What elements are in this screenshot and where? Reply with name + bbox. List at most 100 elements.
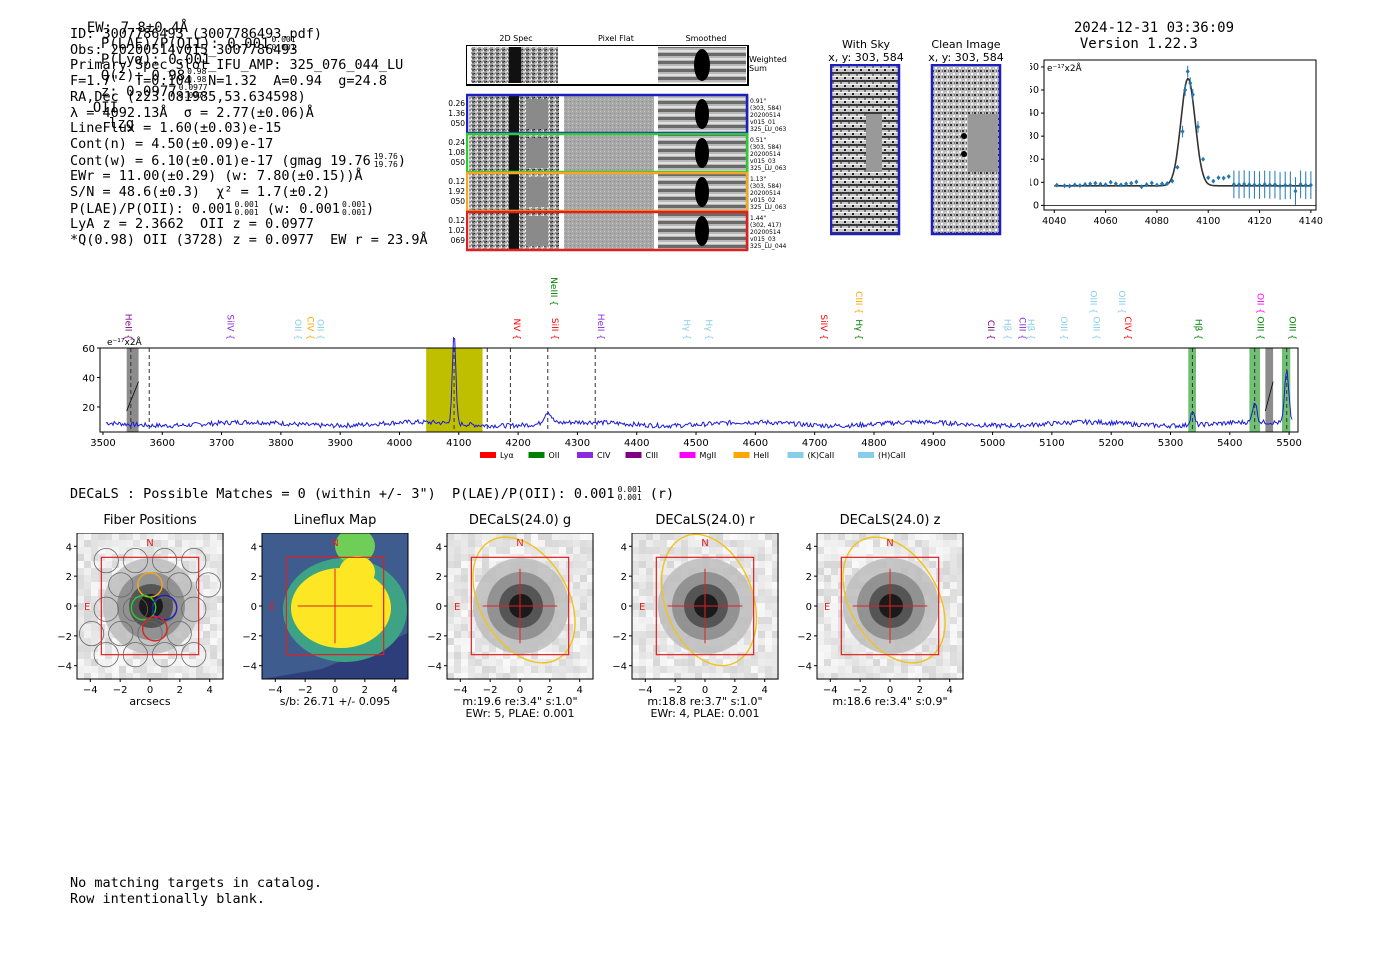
decals-panel-4-pixel bbox=[845, 666, 852, 673]
decals-panel-4-pixel bbox=[943, 610, 950, 617]
fiber-circle-18 bbox=[79, 621, 105, 647]
decals-panel-3-pixel bbox=[646, 582, 653, 589]
decals-panel-3-pixel bbox=[772, 652, 779, 659]
decals-panel-2-pixel bbox=[559, 645, 566, 652]
decals-panel-4-pixel bbox=[845, 561, 852, 568]
decals-panel-2-pixel bbox=[531, 673, 538, 680]
cutout-row-1-meta-0: 0.51" bbox=[750, 137, 767, 144]
decals-panel-2-pixel bbox=[580, 582, 587, 589]
decals-panel-2-pixel bbox=[482, 568, 489, 575]
decals-panel-4-pixel bbox=[887, 666, 894, 673]
decals-panel-4-ytick-label-2: 0 bbox=[806, 602, 812, 613]
zoom-point-51 bbox=[1308, 182, 1313, 188]
zoom-point-27 bbox=[1188, 80, 1193, 86]
decals-panel-0-pixel bbox=[91, 673, 98, 680]
decals-panel-2-pixel bbox=[475, 561, 482, 568]
decals-panel-3-pixel bbox=[758, 645, 765, 652]
decals-panel-0-pixel bbox=[84, 624, 91, 631]
decals-panel-0-ytick-label-2: 0 bbox=[66, 602, 72, 613]
decals-panel-2-pixel bbox=[454, 659, 461, 666]
zoom-ytick-label-5: 50 bbox=[1030, 85, 1039, 96]
decals-panel-4-pixel bbox=[852, 568, 859, 575]
decals-panel-4-pixel bbox=[817, 561, 824, 568]
decals-panel-2-pixel bbox=[531, 652, 538, 659]
decals-panel-2-pixel bbox=[461, 596, 468, 603]
spectrum-xtick-label-5: 4000 bbox=[387, 438, 412, 449]
decals-panel-4-pixel bbox=[880, 533, 887, 540]
decals-panel-0-pixel bbox=[217, 561, 224, 568]
decals-panel-4-ytick-label-1: −2 bbox=[797, 632, 812, 643]
decals-panel-3-pixel bbox=[751, 533, 758, 540]
decals-panel-4-pixel bbox=[915, 652, 922, 659]
fiber-circle-3 bbox=[93, 596, 119, 622]
zoom-point-47 bbox=[1288, 182, 1293, 188]
decals-panel-0-pixel bbox=[77, 533, 84, 540]
decals-panel-2-caption: m:19.6 re:3.4" s:1.0" EWr: 5, PLAE: 0.001 bbox=[417, 696, 623, 720]
decals-panel-3-pixel bbox=[716, 547, 723, 554]
decals-panel-2-pixel bbox=[447, 631, 454, 638]
version: Version 1.22.3 bbox=[1079, 36, 1198, 52]
decals-panel-3-pixel bbox=[639, 547, 646, 554]
decals-panel-0-pixel bbox=[210, 645, 217, 652]
zoom-point-0 bbox=[1054, 182, 1059, 188]
decals-panel-3-pixel bbox=[730, 561, 737, 568]
decals-panel-3-pixel bbox=[765, 652, 772, 659]
decals-panel-0-pixel bbox=[196, 617, 203, 624]
decals-panel-4-pixel bbox=[929, 673, 936, 680]
decals-panel-3-pixel bbox=[639, 582, 646, 589]
decals-panel-2-pixel bbox=[510, 659, 517, 666]
decals-panel-2-pixel bbox=[573, 645, 580, 652]
decals-panel-3-pixel bbox=[667, 638, 674, 645]
decals-panel-3-pixel bbox=[758, 603, 765, 610]
decals-panel-3-pixel bbox=[674, 540, 681, 547]
decals-panel-0-pixel bbox=[77, 673, 84, 680]
decals-panel-3-pixel bbox=[744, 645, 751, 652]
decals-panel-0-pixel bbox=[147, 547, 154, 554]
decals-panel-3-pixel bbox=[667, 547, 674, 554]
decals-panel-0-pixel bbox=[210, 589, 217, 596]
decals-panel-2-pixel bbox=[552, 568, 559, 575]
decals-panel-3-pixel bbox=[632, 582, 639, 589]
decals-panel-3-pixel bbox=[660, 533, 667, 540]
decals-panel-3-pixel bbox=[716, 659, 723, 666]
cutout-row-0-stats: 0.26 1.36 050 bbox=[445, 99, 465, 129]
decals-panel-4-pixel bbox=[831, 568, 838, 575]
decals-panel-3-pixel bbox=[737, 533, 744, 540]
decals-panel-0-pixel bbox=[161, 533, 168, 540]
decals-panel-3-aperture bbox=[660, 533, 758, 667]
decals-panel-3-pixel bbox=[632, 603, 639, 610]
decals-panel-2-pixel bbox=[468, 659, 475, 666]
decals-panel-2-pixel bbox=[587, 610, 594, 617]
decals-panel-4-pixel bbox=[859, 659, 866, 666]
decals-panel-2-pixel bbox=[454, 547, 461, 554]
decals-panel-4-pixel bbox=[943, 589, 950, 596]
decals-panel-4-north: N bbox=[886, 538, 893, 549]
decals-panel-4-pixel bbox=[922, 666, 929, 673]
decals-panel-4-pixel bbox=[936, 596, 943, 603]
decals-panel-3-pixel bbox=[758, 561, 765, 568]
decals-panel-4-image: N E −4 −4 −2 −2 0 0 2 2 4 4 bbox=[797, 533, 964, 696]
decals-panel-0-pixel bbox=[98, 540, 105, 547]
decals-panel-3-pixel bbox=[709, 540, 716, 547]
decals-panel-3-pixel bbox=[681, 652, 688, 659]
decals-panel-4-pixel bbox=[873, 652, 880, 659]
decals-panel-0-pixel bbox=[140, 547, 147, 554]
info-lineflux: LineFlux = 1.60(±0.03)e-15 bbox=[70, 120, 282, 137]
decals-panel-2-pixel bbox=[552, 645, 559, 652]
decals-panel-2-pixel bbox=[496, 652, 503, 659]
fiber-circle-19 bbox=[181, 548, 207, 574]
zoom-point-17 bbox=[1144, 182, 1149, 188]
decals-panel-4-pixel bbox=[817, 631, 824, 638]
decals-panel-0-pixel bbox=[91, 617, 98, 624]
decals-panel-4-pixel bbox=[852, 666, 859, 673]
fiber-circle-10 bbox=[93, 548, 119, 574]
decals-panel-0-pixel bbox=[217, 631, 224, 638]
decals-panel-2-pixel bbox=[545, 561, 552, 568]
decals-panel-3-pixel bbox=[639, 638, 646, 645]
decals-panel-3-pixel bbox=[751, 624, 758, 631]
decals-panel-0-pixel bbox=[126, 673, 133, 680]
decals-panel-0-pixel bbox=[77, 596, 84, 603]
decals-panel-3-pixel bbox=[758, 624, 765, 631]
zoom-point-43 bbox=[1267, 182, 1272, 188]
decals-panel-4-pixel bbox=[943, 547, 950, 554]
